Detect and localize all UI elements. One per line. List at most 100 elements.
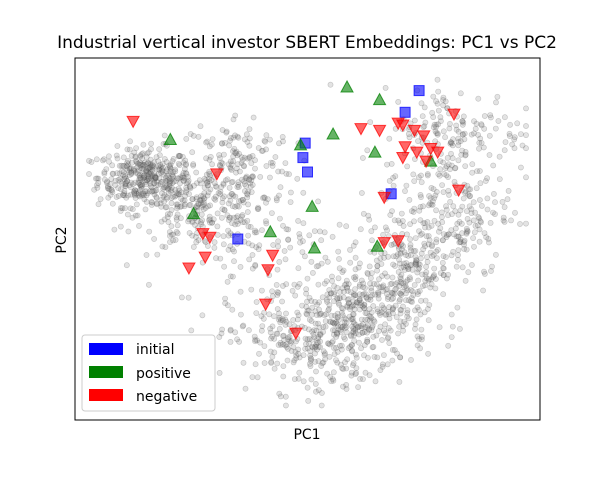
- background-point: [400, 280, 407, 287]
- background-point: [412, 235, 419, 241]
- background-point: [315, 198, 321, 205]
- background-point: [236, 168, 243, 175]
- background-point: [374, 289, 381, 296]
- background-point: [279, 315, 286, 322]
- background-point: [364, 271, 371, 277]
- background-point: [398, 246, 405, 253]
- background-point: [333, 319, 339, 325]
- background-point: [455, 128, 462, 135]
- background-point: [297, 239, 303, 246]
- background-point: [140, 172, 147, 179]
- background-point: [472, 125, 479, 132]
- background-point: [418, 100, 425, 107]
- background-point: [470, 130, 477, 137]
- background-point: [445, 161, 452, 168]
- background-point: [464, 228, 471, 235]
- background-point: [307, 352, 314, 359]
- background-point: [334, 294, 341, 301]
- background-point: [334, 313, 341, 320]
- plot-frame: [74, 57, 541, 421]
- background-point: [168, 207, 175, 213]
- background-point: [427, 249, 434, 256]
- background-point: [136, 193, 143, 200]
- background-point: [247, 180, 253, 186]
- background-point: [378, 284, 384, 291]
- background-point: [245, 232, 251, 239]
- background-point: [176, 187, 183, 194]
- background-point: [132, 187, 138, 194]
- background-point: [286, 338, 293, 344]
- background-point: [343, 319, 350, 326]
- background-point: [143, 252, 150, 258]
- background-point: [158, 169, 165, 176]
- background-point: [344, 284, 350, 291]
- background-point: [274, 306, 281, 312]
- background-point: [352, 286, 358, 292]
- background-point: [252, 361, 259, 368]
- background-point: [142, 178, 149, 185]
- positive-point: [372, 92, 387, 106]
- background-point: [422, 243, 428, 250]
- background-point: [404, 263, 411, 270]
- background-point: [425, 317, 432, 324]
- background-point: [147, 180, 154, 187]
- background-point: [132, 187, 139, 194]
- background-point: [455, 247, 462, 253]
- background-point: [331, 320, 338, 327]
- background-point: [359, 303, 366, 310]
- background-point: [282, 256, 289, 263]
- background-point: [139, 162, 146, 169]
- background-point: [148, 175, 154, 182]
- background-point: [425, 233, 432, 239]
- background-point: [345, 281, 352, 287]
- background-point: [199, 203, 205, 210]
- background-point: [429, 243, 435, 250]
- background-point: [492, 125, 499, 132]
- background-point: [174, 222, 181, 229]
- background-point: [331, 291, 338, 297]
- background-point: [222, 295, 228, 302]
- background-point: [277, 319, 284, 326]
- background-point: [106, 185, 113, 192]
- background-point: [326, 294, 333, 301]
- background-point: [175, 185, 182, 192]
- background-point: [208, 141, 215, 148]
- background-point: [483, 234, 490, 241]
- background-point: [501, 204, 508, 210]
- background-point: [315, 343, 322, 350]
- background-point: [161, 216, 168, 223]
- background-point: [241, 163, 247, 170]
- background-point: [484, 175, 490, 182]
- background-point: [350, 328, 357, 335]
- background-point: [390, 290, 396, 297]
- background-point: [295, 217, 301, 224]
- background-point: [482, 178, 489, 184]
- background-point: [181, 197, 188, 204]
- background-point: [339, 305, 346, 312]
- background-point: [225, 227, 231, 234]
- background-point: [229, 220, 235, 227]
- background-point: [187, 185, 194, 192]
- background-point: [241, 188, 248, 194]
- background-point: [241, 136, 248, 143]
- background-point: [157, 161, 163, 168]
- background-point: [163, 177, 170, 184]
- background-point: [350, 319, 357, 325]
- background-point: [137, 165, 144, 171]
- background-point: [428, 276, 435, 283]
- background-point: [139, 155, 146, 162]
- background-point: [124, 166, 131, 173]
- background-point: [442, 254, 449, 260]
- background-point: [122, 180, 129, 187]
- background-point: [340, 294, 347, 301]
- background-point: [215, 190, 222, 196]
- background-point: [321, 229, 328, 236]
- background-point: [474, 168, 480, 174]
- background-point: [146, 166, 153, 173]
- background-point: [340, 383, 346, 390]
- background-point: [252, 262, 259, 269]
- background-point: [251, 333, 258, 340]
- background-point: [393, 314, 400, 320]
- background-point: [341, 319, 348, 325]
- background-point: [315, 281, 322, 288]
